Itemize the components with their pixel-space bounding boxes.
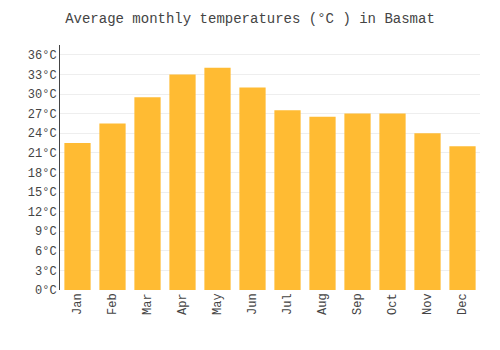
svg-text:Mar: Mar: [141, 293, 155, 315]
svg-text:33°C: 33°C: [28, 69, 57, 83]
svg-text:30°C: 30°C: [28, 88, 57, 102]
svg-text:May: May: [211, 293, 225, 315]
svg-text:Dec: Dec: [456, 293, 470, 315]
svg-text:Sep: Sep: [351, 293, 365, 315]
svg-text:24°C: 24°C: [28, 127, 57, 141]
svg-text:6°C: 6°C: [35, 245, 57, 259]
svg-text:Oct: Oct: [386, 293, 400, 315]
svg-text:Nov: Nov: [421, 293, 435, 315]
svg-text:12°C: 12°C: [28, 206, 57, 220]
svg-text:15°C: 15°C: [28, 186, 57, 200]
svg-text:21°C: 21°C: [28, 147, 57, 161]
svg-text:Aug: Aug: [316, 293, 330, 315]
svg-text:Feb: Feb: [106, 293, 120, 315]
svg-text:Jul: Jul: [281, 293, 295, 315]
svg-text:Apr: Apr: [176, 293, 190, 315]
svg-text:36°C: 36°C: [28, 49, 57, 63]
svg-text:Jan: Jan: [71, 293, 85, 315]
svg-text:9°C: 9°C: [35, 225, 57, 239]
svg-text:27°C: 27°C: [28, 108, 57, 122]
svg-text:0°C: 0°C: [35, 284, 57, 298]
svg-text:Average monthly temperatures (: Average monthly temperatures (°C ) in Ba…: [65, 11, 435, 27]
svg-text:Jun: Jun: [246, 293, 260, 315]
svg-text:3°C: 3°C: [35, 265, 57, 279]
svg-text:18°C: 18°C: [28, 167, 57, 181]
